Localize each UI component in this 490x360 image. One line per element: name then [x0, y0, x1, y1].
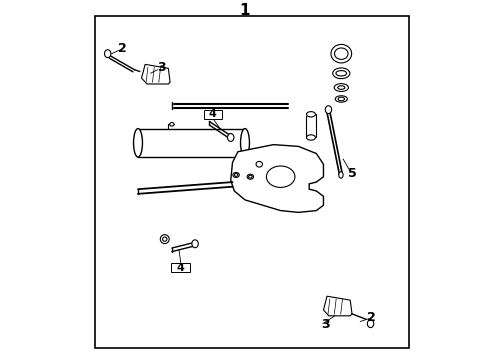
Ellipse shape	[227, 134, 234, 141]
Ellipse shape	[368, 320, 374, 328]
Ellipse shape	[333, 68, 350, 78]
Ellipse shape	[160, 235, 169, 244]
Ellipse shape	[234, 174, 238, 176]
Text: 2: 2	[118, 42, 126, 55]
Ellipse shape	[338, 86, 345, 89]
Ellipse shape	[338, 97, 344, 101]
Ellipse shape	[334, 84, 348, 91]
Text: 4: 4	[209, 109, 217, 119]
Bar	[204, 110, 222, 118]
Ellipse shape	[241, 129, 249, 157]
Text: 2: 2	[367, 311, 376, 324]
Text: 3: 3	[321, 318, 330, 331]
Ellipse shape	[336, 71, 346, 76]
Ellipse shape	[192, 240, 198, 248]
Polygon shape	[231, 145, 323, 212]
Bar	[171, 263, 191, 272]
Ellipse shape	[163, 237, 167, 241]
Ellipse shape	[339, 172, 343, 178]
Ellipse shape	[104, 50, 111, 58]
Text: 4: 4	[177, 263, 185, 273]
Text: 1: 1	[240, 3, 250, 18]
Text: 3: 3	[157, 62, 166, 75]
Text: 5: 5	[347, 167, 356, 180]
Polygon shape	[142, 64, 170, 84]
Ellipse shape	[325, 106, 332, 114]
Ellipse shape	[307, 135, 316, 140]
Ellipse shape	[247, 174, 253, 179]
Ellipse shape	[267, 166, 295, 188]
Ellipse shape	[307, 112, 316, 117]
Bar	[95, 16, 409, 348]
Ellipse shape	[233, 172, 239, 177]
Ellipse shape	[134, 129, 143, 157]
Ellipse shape	[248, 175, 252, 178]
Ellipse shape	[256, 161, 263, 167]
Ellipse shape	[170, 122, 174, 126]
Ellipse shape	[331, 44, 352, 63]
Ellipse shape	[335, 96, 347, 102]
Polygon shape	[323, 296, 352, 316]
Ellipse shape	[335, 48, 348, 59]
